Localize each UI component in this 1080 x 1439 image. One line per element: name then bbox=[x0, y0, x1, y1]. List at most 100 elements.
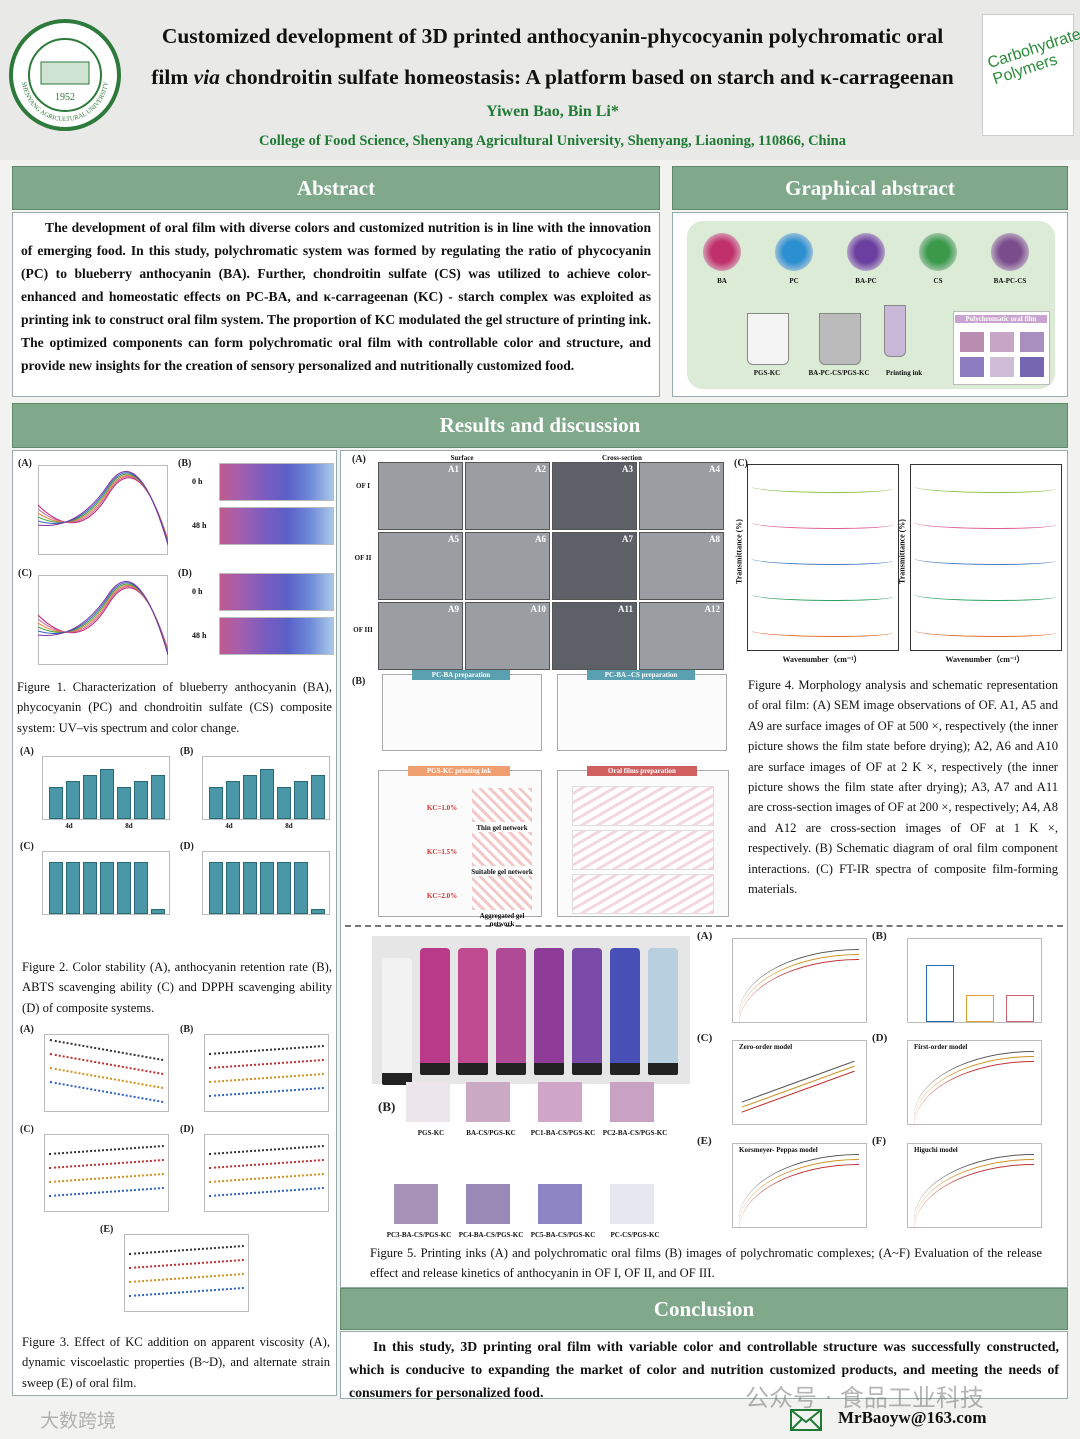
series-dots bbox=[49, 1172, 164, 1184]
panel-label: (B) bbox=[352, 676, 366, 687]
logo-year: 1952 bbox=[55, 92, 75, 103]
series-dots bbox=[209, 1144, 324, 1156]
panel-label: (B) bbox=[872, 930, 887, 942]
bar-shape bbox=[134, 862, 148, 914]
film-scheme bbox=[572, 874, 714, 914]
bar-shape bbox=[83, 862, 97, 914]
sem-label: A3 bbox=[622, 464, 633, 474]
scheme-box bbox=[382, 674, 542, 751]
beaker bbox=[884, 305, 906, 357]
figure-image: Higuchi model bbox=[907, 1143, 1042, 1228]
bar-shape bbox=[66, 862, 80, 914]
bar-shape bbox=[294, 781, 308, 819]
figure-caption: Figure 1. Characterization of blueberry … bbox=[17, 680, 332, 735]
film-label: PC4-BA-CS/PGS-KC bbox=[458, 1231, 524, 1239]
ftir-curve bbox=[751, 554, 893, 565]
axis-label: Transmittance (%) bbox=[897, 519, 907, 584]
series-dots bbox=[209, 1172, 324, 1184]
row-label: 0 h bbox=[192, 477, 203, 486]
molecule-label: BA bbox=[717, 277, 727, 285]
bottle bbox=[382, 958, 412, 1085]
sem-image: A11 bbox=[552, 602, 637, 670]
bottle bbox=[572, 948, 602, 1075]
sem-label: A4 bbox=[709, 464, 720, 474]
bar-shape bbox=[66, 781, 80, 819]
title-line1: Customized development of 3D printed ant… bbox=[161, 24, 944, 48]
molecule-label: PC bbox=[789, 277, 799, 285]
film-square bbox=[406, 1082, 450, 1122]
panel-label: (D) bbox=[178, 568, 192, 579]
film-square bbox=[538, 1082, 582, 1122]
title-line2: film via chondroitin sulfate homeostasis… bbox=[120, 65, 985, 90]
ga-content: BA PC BA-PC CS BA-PC-CS PGS-KC BA-PC-CS/PGS-KC… bbox=[673, 213, 1069, 398]
network-label: Aggregated gel network bbox=[479, 912, 525, 928]
sem-label: A9 bbox=[448, 604, 459, 614]
divider bbox=[345, 925, 1063, 927]
figure-4: (A) Surface Cross-section OF I OF II OF III A1… bbox=[342, 452, 1066, 928]
beaker bbox=[819, 313, 861, 365]
network-label: Suitable gel network bbox=[471, 868, 533, 876]
title-part: film bbox=[151, 65, 189, 89]
bottle bbox=[610, 948, 640, 1075]
panel-label: (C) bbox=[697, 1032, 713, 1044]
step-label: Printing ink bbox=[885, 369, 923, 377]
figure-image bbox=[907, 938, 1042, 1023]
series-dots bbox=[129, 1286, 244, 1298]
sem-image: A5 bbox=[378, 532, 463, 600]
panel-label: (B) bbox=[180, 746, 194, 757]
scheme-title: PC-BA –CS preparation bbox=[587, 670, 695, 680]
section-heading: Graphical abstract bbox=[672, 166, 1068, 210]
bottle bbox=[458, 948, 488, 1075]
figure-image bbox=[42, 851, 170, 915]
figure-image bbox=[44, 1134, 169, 1212]
bottle bbox=[420, 948, 450, 1075]
bar-shape bbox=[243, 862, 257, 914]
kc-level: KC=2.0% bbox=[426, 892, 458, 900]
bar-shape bbox=[226, 862, 240, 914]
title-italic: via bbox=[193, 65, 220, 89]
film bbox=[990, 357, 1014, 377]
series-dots bbox=[209, 1044, 324, 1056]
bar-shape bbox=[966, 995, 994, 1022]
figure-caption: Figure 4. Morphology analysis and schema… bbox=[748, 678, 1058, 897]
film bbox=[1020, 332, 1044, 352]
figure-5: (A) (B) PGS-KC BA-CS/PGS-KC PC1-BA-CS/PGS-KC… bbox=[342, 928, 1066, 1243]
panel-label: (E) bbox=[100, 1224, 114, 1235]
figure-image bbox=[202, 756, 330, 820]
figure-image: Zero-order model bbox=[732, 1040, 877, 1174]
sem-image: A3 bbox=[552, 462, 637, 530]
ftir-curve bbox=[914, 590, 1056, 601]
series-dots bbox=[209, 1158, 324, 1170]
bar-shape bbox=[226, 781, 240, 819]
group-label: 4d bbox=[65, 822, 73, 830]
molecule bbox=[919, 233, 957, 271]
bar-shape bbox=[100, 862, 114, 914]
bar-shape bbox=[83, 775, 97, 819]
series-dots bbox=[129, 1244, 244, 1256]
ftir-curve bbox=[751, 518, 893, 529]
bar-shape bbox=[1006, 995, 1034, 1022]
figure-image bbox=[42, 756, 170, 820]
curve bbox=[914, 1061, 1034, 1127]
figure-image bbox=[202, 851, 330, 915]
ftir-curve bbox=[914, 482, 1056, 493]
figure-image bbox=[124, 1234, 249, 1312]
affiliation: College of Food Science, Shenyang Agricu… bbox=[259, 133, 846, 149]
figure-caption: Figure 5. Printing inks (A) and polychro… bbox=[370, 1246, 1042, 1281]
series-dots bbox=[49, 1158, 164, 1170]
figure-caption: Figure 2. Color stability (A), anthocyan… bbox=[22, 960, 332, 1015]
film bbox=[990, 332, 1014, 352]
ftir-curve bbox=[914, 626, 1056, 637]
series-dots bbox=[49, 1144, 164, 1156]
film-label: BA-CS/PGS-KC bbox=[466, 1129, 516, 1137]
sem-label: A10 bbox=[530, 604, 547, 614]
panel-label: (E) bbox=[697, 1135, 712, 1147]
figure-image bbox=[219, 507, 334, 545]
molecule-label: BA-PC-CS bbox=[993, 277, 1027, 285]
bar-shape bbox=[260, 862, 274, 914]
panel-label: (D) bbox=[180, 1124, 194, 1135]
panel-label: (B) bbox=[378, 1099, 396, 1114]
panel-label: (C) bbox=[20, 841, 34, 852]
panel-label: (A) bbox=[352, 454, 366, 465]
network bbox=[472, 788, 532, 822]
